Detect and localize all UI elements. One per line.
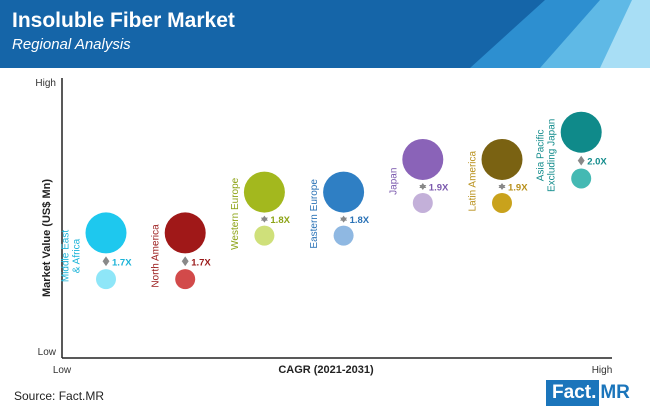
bubble-current-middle-east-africa [85, 212, 127, 254]
growth-arrow-head-up-north-america [181, 256, 189, 262]
growth-label-latin-america: 1.9X [508, 182, 528, 193]
growth-label-western-europe: 1.8X [270, 215, 290, 226]
bubble-series: 1.7X Middle East & Africa 1.7X North America… [61, 111, 607, 290]
region-label-north-america: North America [151, 224, 162, 288]
bubble-future-japan [412, 192, 433, 213]
bubble-current-latin-america [481, 138, 523, 180]
header-banner: Insoluble Fiber Market Regional Analysis [0, 0, 650, 68]
header-stripe-3 [600, 0, 650, 68]
bubble-future-latin-america [492, 192, 512, 213]
region-label-middle-east-africa-line-1: Middle East [61, 230, 72, 282]
region-label-asia-pacific-excluding-japan-line-1: Asia Pacific [536, 130, 547, 182]
chart-axes: High Low Low High CAGR (2021-2031) Marke… [35, 78, 612, 376]
x-tick-high: High [592, 365, 613, 376]
region-label-eastern-europe: Eastern Europe [309, 179, 320, 249]
logo-fact-text: Fact [552, 382, 592, 403]
bubble-group-middle-east-africa: 1.7X Middle East & Africa [61, 212, 132, 290]
y-axis-label: Market Value (US$ Mn) [41, 179, 53, 297]
bubble-current-north-america [164, 212, 206, 254]
growth-arrow-head-up-asia-pacific-excluding-japan [577, 155, 585, 161]
bubble-current-western-europe [243, 171, 285, 213]
bubble-future-middle-east-africa [96, 269, 116, 290]
bubble-group-north-america: 1.7X North America [151, 212, 211, 290]
bubble-group-western-europe: 1.8X Western Europe [230, 171, 291, 250]
region-label-japan: Japan [388, 168, 399, 195]
bubble-group-eastern-europe: 1.8X Eastern Europe [309, 171, 370, 249]
bubble-chart: High Low Low High CAGR (2021-2031) Marke… [35, 78, 612, 376]
header-decoration [470, 0, 650, 68]
growth-arrow-head-down-latin-america [498, 184, 506, 190]
bubble-future-eastern-europe [333, 225, 354, 246]
region-label-middle-east-africa-line-2: & Africa [72, 238, 83, 273]
x-tick-low: Low [53, 365, 72, 376]
logo-part-fact: Fact. [546, 380, 600, 406]
bubble-group-latin-america: 1.9X Latin America [468, 138, 528, 213]
growth-arrow-head-down-eastern-europe [340, 217, 348, 223]
growth-arrow-head-down-north-america [181, 261, 189, 267]
bubble-future-asia-pacific-excluding-japan [571, 168, 592, 189]
bubble-group-japan: 1.9X Japan [388, 138, 449, 213]
page-title: Insoluble Fiber Market [12, 9, 235, 32]
x-axis-label: CAGR (2021-2031) [278, 364, 374, 376]
growth-arrow-head-down-middle-east-africa [102, 261, 110, 267]
growth-label-north-america: 1.7X [191, 257, 211, 268]
region-label-western-europe: Western Europe [230, 177, 241, 250]
growth-arrow-head-down-asia-pacific-excluding-japan [577, 160, 585, 166]
growth-arrow-head-up-middle-east-africa [102, 256, 110, 262]
growth-label-eastern-europe: 1.8X [350, 215, 370, 226]
source-note: Source: Fact.MR [14, 389, 105, 403]
y-tick-high: High [35, 78, 56, 89]
bubble-group-asia-pacific-excluding-japan: 2.0X Asia Pacific Excluding Japan [536, 111, 607, 192]
logo-dot: . [591, 382, 597, 403]
region-label-latin-america: Latin America [468, 150, 479, 211]
bubble-current-japan [402, 138, 444, 180]
bubble-current-asia-pacific-excluding-japan [560, 111, 602, 153]
region-label-asia-pacific-excluding-japan-line-2: Excluding Japan [547, 119, 558, 192]
bubble-future-western-europe [254, 225, 275, 246]
y-tick-low: Low [38, 347, 57, 358]
growth-arrow-head-down-japan [419, 184, 427, 190]
growth-arrow-head-down-western-europe [260, 217, 268, 223]
logo-part-mr: MR [599, 380, 634, 406]
growth-label-asia-pacific-excluding-japan: 2.0X [587, 157, 607, 168]
page-subtitle: Regional Analysis [12, 36, 131, 53]
growth-label-middle-east-africa: 1.7X [112, 257, 132, 268]
factmr-logo: Fact. MR [546, 380, 634, 406]
bubble-future-north-america [175, 269, 196, 290]
bubble-current-eastern-europe [323, 171, 365, 213]
growth-label-japan: 1.9X [429, 182, 449, 193]
